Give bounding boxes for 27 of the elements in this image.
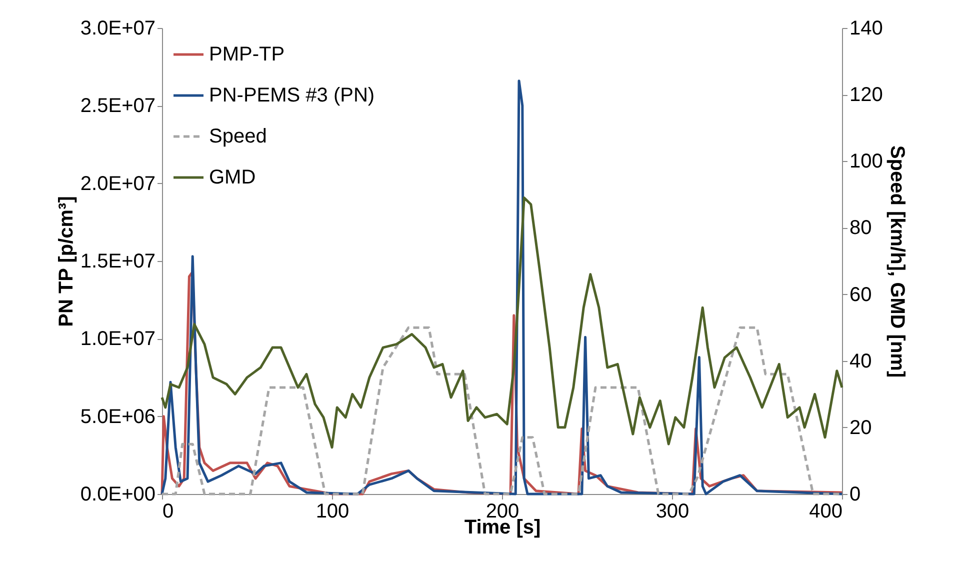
x-axis-title: Time [s] [464, 516, 541, 538]
y2-axis-title: Speed [km/h], GMD [nm] [886, 145, 908, 378]
x-tick-label: 0 [162, 500, 174, 522]
y2-tick-label: 140 [850, 18, 883, 40]
x-tick-label: 400 [809, 500, 842, 522]
y2-tick-label: 60 [850, 284, 872, 306]
y-tick-label: 2.0E+07 [80, 172, 156, 195]
legend-label: Speed [209, 126, 267, 148]
y2-tick-label: 80 [850, 217, 872, 240]
legend-label: PN-PEMS #3 (PN) [209, 84, 375, 106]
y-axis-title: PN TP [p/cm³] [55, 196, 78, 327]
y2-tick-label: 100 [850, 150, 883, 173]
x-tick-label: 100 [316, 500, 350, 522]
x-tick-label: 300 [656, 500, 690, 522]
y-tick-label: 0.0E+00 [80, 484, 156, 506]
line-series [160, 196, 844, 449]
y2-tick-label: 0 [850, 484, 861, 506]
legend-label: PMP-TP [209, 44, 285, 66]
y2-tick-label: 120 [850, 84, 883, 106]
y2-tick-label: 40 [850, 350, 872, 372]
y-tick-label: 2.5E+07 [80, 95, 156, 118]
y-tick-label: 3.0E+07 [80, 18, 156, 40]
legend-label: GMD [209, 166, 256, 188]
y2-tick-label: 20 [850, 416, 872, 439]
y-tick-label: 1.5E+07 [80, 250, 156, 272]
y-tick-label: 1.0E+07 [80, 328, 156, 350]
y-tick-label: 5.0E+06 [80, 406, 156, 428]
